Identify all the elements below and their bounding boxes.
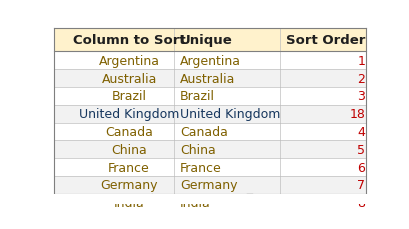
Text: Brazil: Brazil [180,90,214,103]
Polygon shape [54,194,366,210]
Bar [54,194,366,212]
Bar [51,194,368,204]
Text: 8: 8 [356,196,364,209]
Bar [54,29,366,52]
Text: Sort Order: Sort Order [285,34,364,47]
Text: Brazil: Brazil [111,90,146,103]
Text: United Kingdom: United Kingdom [180,108,280,121]
Bar [54,88,366,105]
Text: China: China [111,143,146,156]
Bar [54,159,366,176]
Text: Canada: Canada [105,125,153,139]
Bar [54,141,366,159]
Text: 2: 2 [356,72,364,85]
Text: Unique: Unique [180,34,232,47]
Text: Argentina: Argentina [98,55,159,68]
Text: Australia: Australia [180,72,235,85]
Text: Germany: Germany [180,179,237,192]
Bar [54,105,366,123]
Text: 3: 3 [356,90,364,103]
Text: 6: 6 [356,161,364,174]
Text: Column to Sort: Column to Sort [73,34,185,47]
Text: Germany: Germany [100,179,157,192]
Text: United Kingdom: United Kingdom [79,108,179,121]
Text: 1: 1 [356,55,364,68]
Text: Canada: Canada [180,125,227,139]
Text: Australia: Australia [101,72,156,85]
Text: 7: 7 [356,179,364,192]
Text: 4: 4 [356,125,364,139]
Text: India: India [113,196,144,209]
Text: China: China [180,143,215,156]
Bar [54,52,366,70]
Bar [51,204,368,210]
Text: France: France [108,161,150,174]
Bar [54,176,366,194]
Text: India: India [180,196,210,209]
Text: France: France [180,161,221,174]
Text: Argentina: Argentina [180,55,240,68]
Text: 18: 18 [348,108,364,121]
Text: 5: 5 [356,143,364,156]
Bar [54,70,366,88]
Bar [54,123,366,141]
